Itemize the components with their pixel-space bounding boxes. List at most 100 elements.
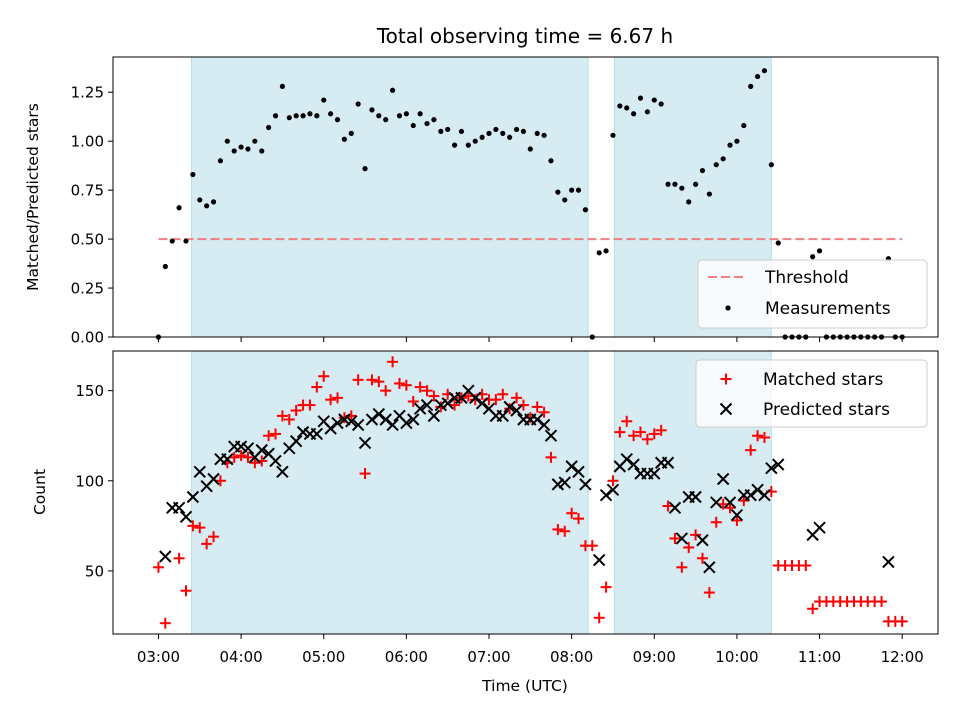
y-tick-label: 0.25 — [71, 280, 104, 298]
measurement-point — [520, 128, 527, 135]
matched-star-point — [573, 513, 585, 525]
matched-star-point — [325, 394, 337, 406]
measurement-point — [713, 162, 719, 168]
measurement-point — [334, 117, 341, 123]
measurement-point — [445, 126, 451, 133]
predicted-star-point — [207, 472, 220, 486]
measurement-point — [541, 132, 547, 138]
legend-plus-marker — [720, 373, 732, 385]
predicted-star-point — [193, 465, 206, 478]
predicted-star-point — [510, 404, 523, 417]
measurement-point — [562, 197, 568, 203]
x-tick-label: 03:00 — [137, 648, 180, 666]
measurement-point — [486, 130, 492, 136]
y-tick-label: 0.75 — [71, 182, 104, 200]
measurement-point — [679, 185, 685, 191]
top-panel: 0.00 0.25 0.50 0.75 1.00 1.25 Matched/Predict… — [24, 56, 939, 347]
predicted-star-point — [420, 398, 434, 412]
predicted-star-point — [592, 553, 606, 567]
matched-star-point — [187, 520, 199, 532]
matched-star-point — [807, 603, 819, 615]
predicted-star-point — [503, 400, 516, 414]
matched-star-point — [717, 498, 729, 510]
matched-star-point — [552, 523, 564, 535]
observing-window — [191, 350, 589, 635]
measurement-point — [328, 111, 334, 117]
measurement-point — [720, 156, 726, 162]
measurement-point — [603, 248, 609, 254]
matched-star-point — [745, 444, 757, 456]
measurement-point — [272, 113, 279, 119]
bottom-x-ticks: 03:00 04:00 05:00 06:00 07:00 08:00 09:00 10:00… — [137, 634, 924, 666]
predicted-star-point — [627, 458, 640, 471]
legend-matched-swatch — [720, 373, 732, 385]
matched-star-point — [752, 430, 764, 442]
top-y-ticks: 0.00 0.25 0.50 0.75 1.00 1.25 — [71, 84, 113, 347]
measurement-point — [369, 107, 375, 113]
chart-title: Total observing time = 6.67 h — [376, 24, 673, 48]
measurement-point — [596, 250, 602, 256]
predicted-star-point — [689, 490, 702, 504]
predicted-star-point — [269, 454, 282, 468]
matched-star-point — [490, 394, 502, 406]
predicted-star-point — [276, 465, 289, 478]
measurement-point — [424, 120, 430, 127]
measurement-point — [768, 162, 774, 168]
measurement-point — [431, 117, 437, 123]
legend-x-marker — [719, 402, 733, 416]
matched-star-point — [524, 412, 536, 424]
matched-star-point — [504, 403, 516, 415]
predicted-star-point — [565, 460, 578, 473]
predicted-star-point — [400, 416, 413, 430]
predicted-star-point — [558, 476, 571, 489]
measurement-point — [569, 187, 575, 193]
matched-star-point — [758, 432, 770, 444]
predicted-star-point — [813, 521, 826, 534]
measurement-point — [210, 199, 217, 205]
predicted-star-point — [668, 501, 682, 515]
predicted-star-point — [606, 483, 620, 497]
matched-star-point — [290, 404, 302, 416]
predicted-star-point — [544, 429, 558, 442]
measurement-point — [548, 158, 554, 164]
measurement-point — [176, 205, 182, 211]
matched-star-point — [683, 541, 695, 553]
measurement-point — [706, 191, 712, 197]
predicted-star-point — [469, 391, 482, 405]
predicted-star-point — [572, 465, 585, 478]
predicted-star-point — [441, 397, 454, 410]
measurement-point — [534, 130, 540, 136]
legend-measurements-swatch — [725, 305, 731, 311]
x-tick-label: 12:00 — [881, 648, 924, 666]
measurement-point — [761, 68, 768, 74]
x-tick-label: 07:00 — [467, 648, 510, 666]
measurement-point — [699, 167, 706, 174]
predicted-star-point — [537, 418, 551, 432]
predicted-star-point — [751, 483, 764, 497]
predicted-star-point — [599, 488, 613, 502]
matched-star-point — [180, 585, 192, 597]
x-tick-label: 08:00 — [550, 648, 593, 666]
measurement-point — [217, 158, 224, 164]
predicted-star-point — [710, 496, 723, 509]
predicted-star-point — [407, 413, 420, 426]
matched-star-point — [421, 385, 433, 397]
predicted-star-point — [758, 488, 771, 502]
measurement-point — [479, 134, 485, 140]
matched-star-point — [462, 390, 474, 402]
measurement-point — [183, 238, 189, 244]
predicted-star-point — [331, 416, 344, 430]
measurement-point — [672, 181, 678, 187]
matched-star-point — [235, 450, 247, 462]
matched-star-point — [373, 376, 385, 388]
top-y-axis-label: Matched/Predicted stars — [24, 103, 42, 291]
measurement-point — [451, 142, 458, 148]
legend-matched-label: Matched stars — [763, 370, 883, 390]
matched-star-point — [393, 377, 405, 389]
predicted-star-point — [675, 532, 689, 545]
matched-star-point — [614, 426, 626, 438]
x-tick-label: 05:00 — [302, 648, 345, 666]
predicted-star-point — [241, 442, 255, 455]
x-tick-label: 09:00 — [633, 648, 676, 666]
x-tick-label: 10:00 — [715, 648, 758, 666]
